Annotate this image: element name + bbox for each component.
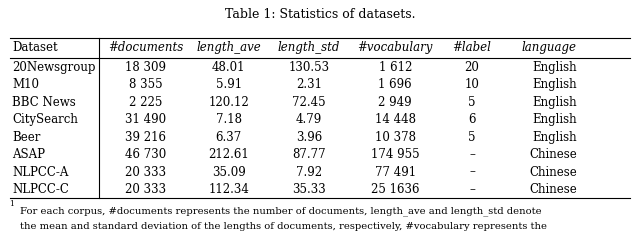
Text: 20 333: 20 333 (125, 166, 166, 179)
Text: Chinese: Chinese (529, 148, 577, 161)
Text: –: – (469, 166, 475, 179)
Text: 1 612: 1 612 (378, 61, 412, 74)
Text: Chinese: Chinese (529, 166, 577, 179)
Text: Beer: Beer (12, 131, 40, 144)
Text: 120.12: 120.12 (209, 96, 249, 109)
Text: 35.09: 35.09 (212, 166, 246, 179)
Text: the mean and standard deviation of the lengths of documents, respectively, #voca: the mean and standard deviation of the l… (20, 223, 547, 231)
Text: 72.45: 72.45 (292, 96, 326, 109)
Text: 39 216: 39 216 (125, 131, 166, 144)
Text: 20: 20 (465, 61, 479, 74)
Text: 6.37: 6.37 (216, 131, 242, 144)
Text: 35.33: 35.33 (292, 183, 326, 196)
Text: –: – (469, 148, 475, 161)
Text: 5: 5 (468, 131, 476, 144)
Text: 25 1636: 25 1636 (371, 183, 419, 196)
Text: English: English (532, 61, 577, 74)
Text: 20 333: 20 333 (125, 183, 166, 196)
Text: English: English (532, 96, 577, 109)
Text: NLPCC-C: NLPCC-C (12, 183, 69, 196)
Text: language: language (522, 41, 577, 54)
Text: 130.53: 130.53 (288, 61, 330, 74)
Text: 4.79: 4.79 (296, 113, 322, 126)
Text: #vocabulary: #vocabulary (358, 41, 433, 54)
Text: For each corpus, #documents represents the number of documents, length_ave and l: For each corpus, #documents represents t… (20, 206, 541, 216)
Text: 1: 1 (10, 200, 15, 207)
Text: 20Newsgroup: 20Newsgroup (12, 61, 95, 74)
Text: 5.91: 5.91 (216, 78, 242, 91)
Text: 77 491: 77 491 (374, 166, 416, 179)
Text: #label: #label (452, 41, 492, 54)
Text: 2.31: 2.31 (296, 78, 322, 91)
Text: English: English (532, 113, 577, 126)
Text: English: English (532, 131, 577, 144)
Text: 8 355: 8 355 (129, 78, 163, 91)
Text: 112.34: 112.34 (209, 183, 249, 196)
Text: 48.01: 48.01 (212, 61, 246, 74)
Text: Chinese: Chinese (529, 183, 577, 196)
Text: 10 378: 10 378 (374, 131, 416, 144)
Text: –: – (469, 183, 475, 196)
Text: 6: 6 (468, 113, 476, 126)
Text: BBC News: BBC News (12, 96, 76, 109)
Text: 31 490: 31 490 (125, 113, 166, 126)
Text: Table 1: Statistics of datasets.: Table 1: Statistics of datasets. (225, 8, 415, 21)
Text: 14 448: 14 448 (374, 113, 416, 126)
Text: 87.77: 87.77 (292, 148, 326, 161)
Text: 2 225: 2 225 (129, 96, 163, 109)
Text: 212.61: 212.61 (209, 148, 249, 161)
Text: 174 955: 174 955 (371, 148, 419, 161)
Text: 10: 10 (465, 78, 479, 91)
Text: 7.18: 7.18 (216, 113, 242, 126)
Text: length_std: length_std (278, 41, 340, 54)
Text: 7.92: 7.92 (296, 166, 322, 179)
Text: ASAP: ASAP (12, 148, 45, 161)
Text: #documents: #documents (108, 41, 183, 54)
Text: 46 730: 46 730 (125, 148, 166, 161)
Text: M10: M10 (12, 78, 39, 91)
Text: 2 949: 2 949 (378, 96, 412, 109)
Text: CitySearch: CitySearch (12, 113, 78, 126)
Text: English: English (532, 78, 577, 91)
Text: NLPCC-A: NLPCC-A (12, 166, 68, 179)
Text: 3.96: 3.96 (296, 131, 322, 144)
Text: 18 309: 18 309 (125, 61, 166, 74)
Text: 5: 5 (468, 96, 476, 109)
Text: length_ave: length_ave (196, 41, 261, 54)
Text: 1 696: 1 696 (378, 78, 412, 91)
Text: Dataset: Dataset (12, 41, 58, 54)
